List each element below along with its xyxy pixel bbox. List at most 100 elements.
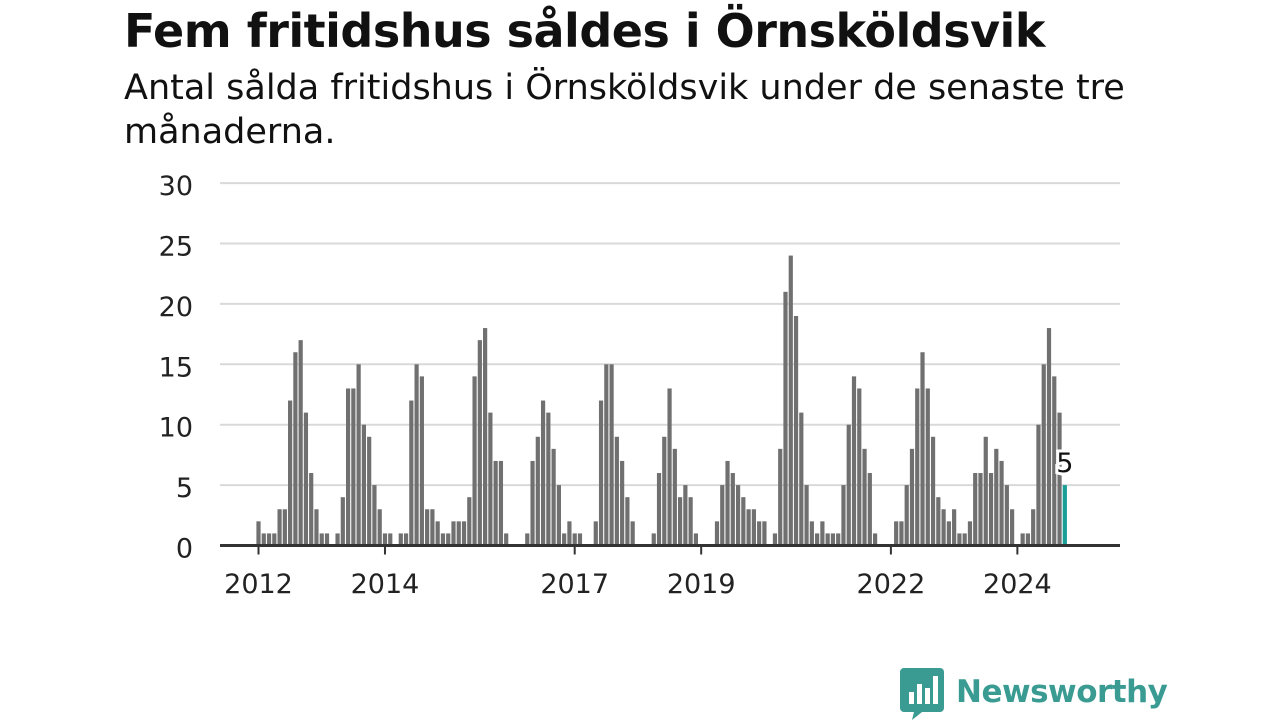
bar (546, 412, 551, 546)
bar (272, 533, 277, 546)
bar (720, 485, 725, 546)
bar (894, 521, 899, 546)
bar (282, 509, 287, 546)
bar (430, 509, 435, 546)
bar (746, 509, 751, 546)
bar (967, 521, 973, 546)
bar (414, 364, 419, 546)
bar (867, 473, 872, 546)
bar (493, 460, 498, 546)
bar (446, 533, 451, 546)
bar (335, 533, 340, 546)
bar (841, 485, 846, 546)
y-tick-label: 30 (159, 171, 193, 202)
bar (757, 521, 762, 546)
bar (398, 533, 403, 546)
bar (788, 255, 793, 546)
bar (662, 436, 667, 546)
bar (361, 424, 366, 546)
bar (962, 533, 967, 546)
bar (656, 473, 662, 546)
y-tick-label: 20 (159, 292, 193, 323)
bar (620, 460, 625, 546)
bar (978, 473, 983, 546)
bar (836, 533, 841, 546)
annotations: 5 (1053, 445, 1076, 482)
bar (799, 412, 804, 546)
x-tick-label: 2012 (224, 569, 293, 600)
bar (678, 497, 683, 546)
bar (440, 533, 446, 546)
bar (456, 521, 461, 546)
bar (382, 533, 388, 546)
bar (277, 509, 282, 546)
bar (567, 521, 572, 546)
bar (1010, 509, 1015, 546)
bar (783, 291, 788, 546)
bar (946, 521, 951, 546)
bar (693, 533, 699, 546)
bar (825, 533, 830, 546)
bar (1031, 509, 1036, 546)
bar (909, 448, 915, 546)
bar (298, 340, 303, 546)
bar (504, 533, 509, 546)
bar (957, 533, 962, 546)
bar (936, 497, 941, 546)
bar (535, 436, 540, 546)
bar (778, 448, 783, 546)
bar (741, 497, 746, 546)
x-tick-label: 2019 (667, 569, 736, 600)
bar (409, 400, 414, 546)
bar (467, 497, 472, 546)
bar (530, 460, 535, 546)
bar (625, 497, 630, 546)
chart-title: Fem fritidshus såldes i Örnsköldsvik (124, 4, 1045, 58)
bar (815, 533, 820, 546)
bar (999, 460, 1004, 546)
bar (1020, 533, 1025, 546)
y-axis-tick-labels: 0 5 10 15 20 25 30 (159, 171, 193, 564)
bar (1046, 328, 1052, 546)
bar (735, 485, 741, 546)
bar (572, 533, 577, 546)
bar (377, 509, 382, 546)
bar (303, 412, 309, 546)
bar (930, 436, 936, 546)
y-tick-label: 5 (176, 473, 193, 504)
bar (973, 473, 978, 546)
bar (683, 485, 688, 546)
bar (266, 533, 272, 546)
bar (609, 364, 614, 546)
y-tick-label: 15 (159, 352, 193, 383)
newsworthy-logo: Newsworthy (900, 668, 1168, 720)
bar (672, 448, 677, 546)
bar (862, 448, 867, 546)
bar (551, 448, 556, 546)
bar (477, 340, 482, 546)
bar (604, 364, 609, 546)
bar (319, 533, 324, 546)
bar (419, 376, 424, 546)
bar (830, 533, 836, 546)
bar (498, 460, 504, 546)
bar (714, 521, 720, 546)
bar (1041, 364, 1046, 546)
bar (593, 521, 598, 546)
bar (614, 436, 619, 546)
chart-subtitle: Antal sålda fritidshus i Örnsköldsvik un… (124, 68, 1125, 152)
bar (472, 376, 477, 546)
bar (1025, 533, 1031, 546)
bar (762, 521, 767, 546)
bars (256, 255, 1067, 546)
bar (483, 328, 488, 546)
bar (461, 521, 467, 546)
bar (820, 521, 825, 546)
bar (261, 533, 266, 546)
bar (846, 424, 851, 546)
bar (751, 509, 756, 546)
bar (1052, 376, 1057, 546)
y-tick-label: 10 (159, 413, 193, 444)
bar (324, 533, 330, 546)
y-tick-label: 0 (176, 534, 193, 565)
